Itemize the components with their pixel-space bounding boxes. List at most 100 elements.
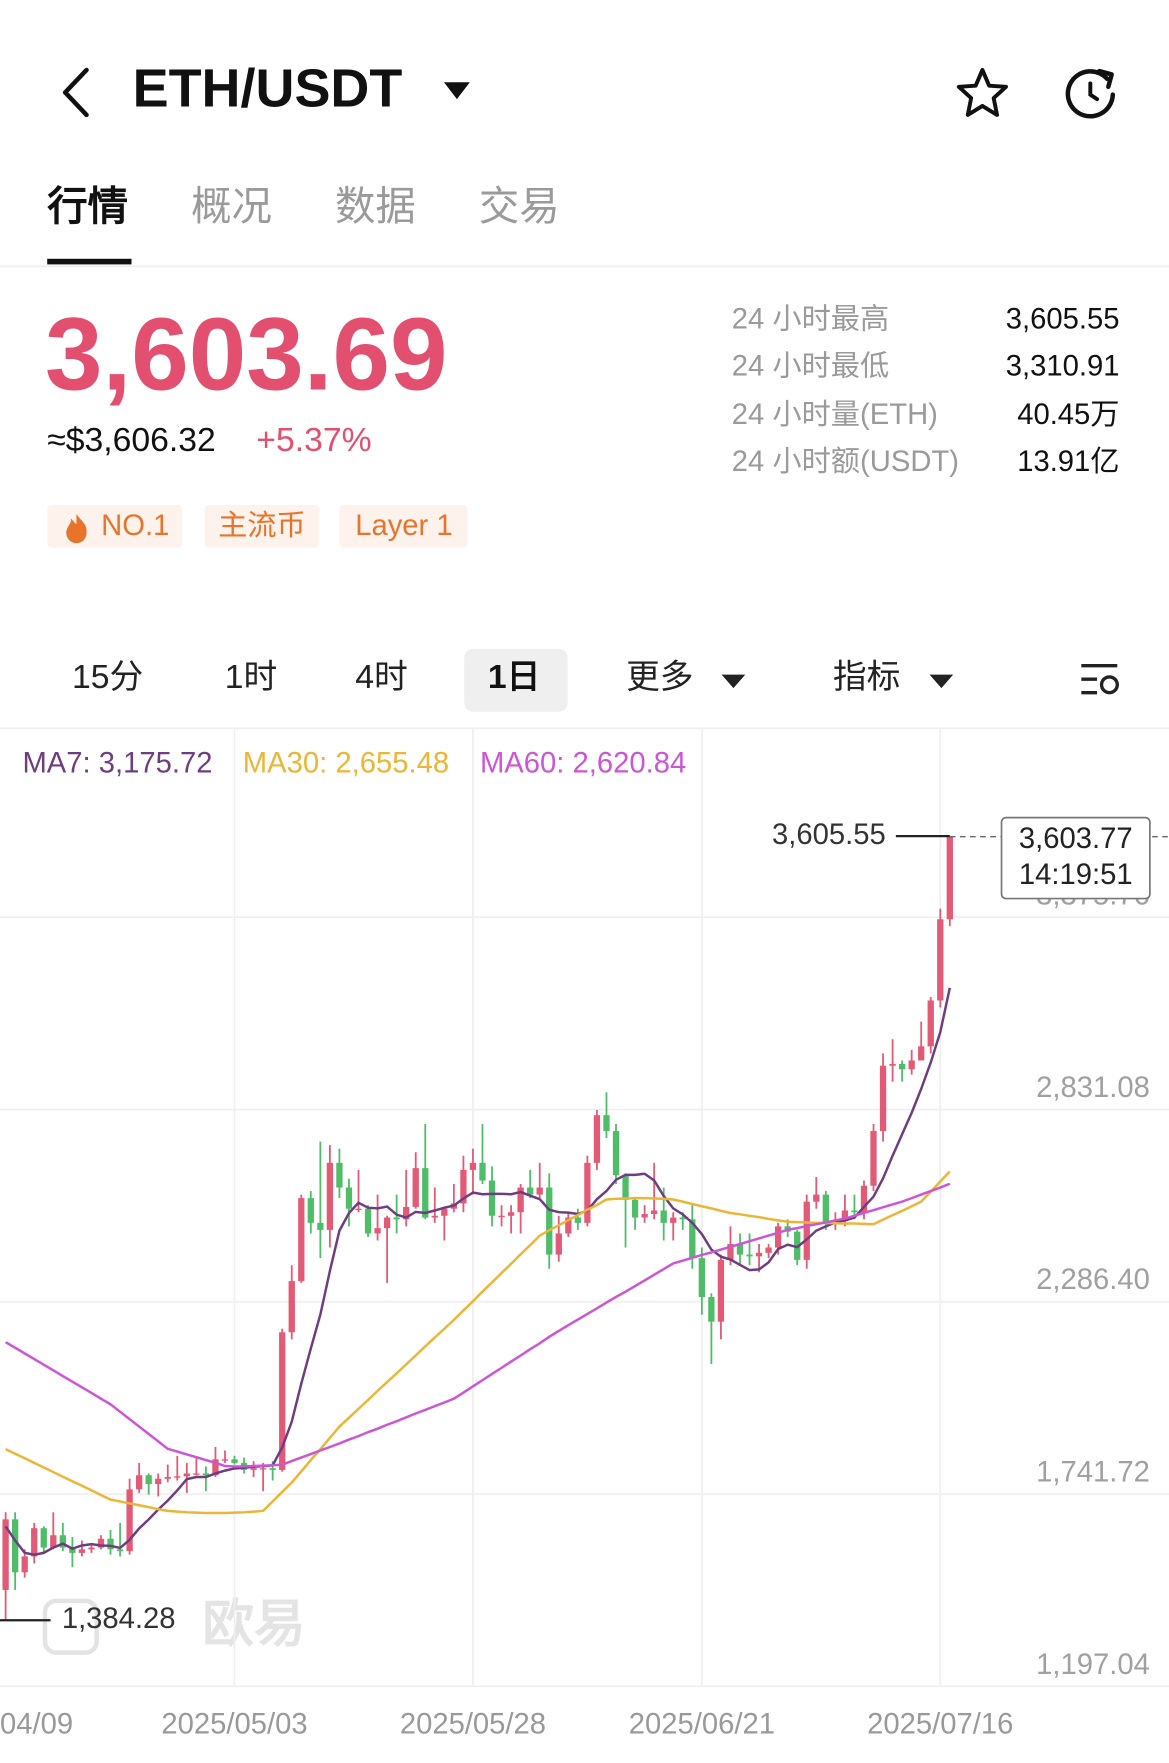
indicator-menu[interactable]: 指标 xyxy=(833,658,900,696)
candle-body xyxy=(250,1468,257,1470)
candle-body xyxy=(21,1556,28,1573)
candle-body xyxy=(59,1535,66,1548)
candle-body xyxy=(488,1180,496,1216)
tag[interactable]: Layer 1 xyxy=(355,510,452,542)
candle-body xyxy=(670,1217,677,1223)
candle-body xyxy=(603,1115,610,1132)
divider xyxy=(0,727,1169,730)
current-price-label: 3,603.77 xyxy=(1019,823,1133,855)
candle-body xyxy=(107,1538,114,1550)
candle-body xyxy=(822,1194,829,1223)
divider xyxy=(0,265,1169,268)
candle-body xyxy=(135,1475,143,1490)
candle-body xyxy=(97,1538,105,1548)
y-tick-label: 1,197.04 xyxy=(1036,1649,1150,1681)
candle-body xyxy=(12,1519,19,1573)
candle-body xyxy=(231,1459,238,1463)
candle-body xyxy=(908,1060,915,1070)
watermark-logo xyxy=(42,1598,99,1655)
candle-body xyxy=(364,1208,372,1234)
interval[interactable]: 1时 xyxy=(225,658,277,696)
candle-body xyxy=(174,1476,181,1478)
ma-line xyxy=(4,1182,951,1468)
candle-body xyxy=(269,1468,276,1470)
chart-settings[interactable] xyxy=(1081,663,1119,695)
refresh-button[interactable] xyxy=(1065,68,1116,119)
candle-body xyxy=(841,1210,849,1222)
candle-body xyxy=(422,1168,429,1218)
candle-body xyxy=(374,1228,381,1234)
candle-body xyxy=(689,1219,696,1259)
candle-body xyxy=(469,1162,477,1170)
y-tick-label: 1,741.72 xyxy=(1036,1457,1150,1489)
candle-body xyxy=(345,1187,353,1209)
candle-body xyxy=(631,1199,639,1218)
candle-body xyxy=(383,1217,391,1229)
back-button[interactable] xyxy=(62,67,89,118)
x-tick-label: 2025/05/28 xyxy=(400,1708,546,1740)
candle-body xyxy=(259,1468,267,1470)
tab[interactable]: 交易 xyxy=(479,183,560,229)
candle-body xyxy=(584,1162,591,1223)
tag[interactable]: 主流币 xyxy=(218,509,306,542)
tab-active[interactable]: 行情 xyxy=(47,183,128,229)
candle-body xyxy=(918,1046,925,1061)
interval-active[interactable]: 1日 xyxy=(488,658,540,696)
legend-entry: MA30: 2,655.48 xyxy=(243,747,449,779)
last-price: 3,603.69 xyxy=(45,296,448,412)
candle-body xyxy=(813,1194,820,1202)
candle-body xyxy=(622,1175,629,1200)
stat-label: 24 小时额(USDT) xyxy=(732,445,959,478)
interval[interactable]: 15分 xyxy=(72,658,143,696)
refresh-arrow xyxy=(1097,68,1114,90)
interval-more[interactable]: 更多 xyxy=(626,658,693,696)
stat-label: 24 小时量(ETH) xyxy=(732,398,938,431)
interval[interactable]: 4时 xyxy=(355,658,407,696)
candle-body xyxy=(403,1206,410,1220)
candle-body xyxy=(183,1473,190,1477)
candle-body xyxy=(870,1131,877,1186)
stat-value: 40.45万 xyxy=(1017,399,1119,431)
candle-body xyxy=(860,1185,868,1213)
candle-body xyxy=(593,1115,601,1163)
candle-body xyxy=(679,1217,686,1220)
stat-value: 3,310.91 xyxy=(1006,351,1120,383)
candle-body xyxy=(889,1063,896,1066)
x-tick-label: 04/09 xyxy=(0,1708,73,1740)
candle-body xyxy=(193,1473,200,1475)
candle-body xyxy=(69,1547,76,1553)
tag[interactable]: NO.1 xyxy=(101,510,169,542)
x-tick-label: 2025/06/21 xyxy=(629,1708,775,1740)
candle-body xyxy=(31,1528,38,1557)
settings-lines xyxy=(1081,663,1118,695)
candle-body xyxy=(765,1247,772,1253)
pair-title[interactable]: ETH/USDT xyxy=(133,59,403,119)
candle-body xyxy=(317,1222,324,1230)
candle-body xyxy=(879,1065,887,1132)
current-price-time: 14:19:51 xyxy=(1019,859,1133,891)
candle-body xyxy=(336,1162,343,1188)
candle-body xyxy=(145,1475,152,1485)
high-marker-label: 3,605.55 xyxy=(772,819,886,851)
tag-bg[interactable] xyxy=(339,504,468,548)
candle-body xyxy=(727,1244,734,1260)
pair-dropdown[interactable] xyxy=(443,82,470,100)
candle-body xyxy=(698,1258,705,1297)
flame-icon xyxy=(66,513,87,544)
candle-body xyxy=(507,1212,515,1216)
tab[interactable]: 数据 xyxy=(335,183,416,229)
candle-body xyxy=(78,1549,86,1553)
candle-body xyxy=(612,1131,620,1176)
tab[interactable]: 概况 xyxy=(191,183,272,229)
candle-body xyxy=(746,1254,753,1257)
candle-body xyxy=(288,1281,295,1333)
favorite-button[interactable] xyxy=(956,67,1008,117)
candle-body xyxy=(708,1296,715,1322)
tag-bg[interactable] xyxy=(204,504,320,548)
candle-body xyxy=(898,1063,906,1070)
ma-line xyxy=(5,1170,951,1515)
candle-body xyxy=(536,1187,543,1195)
price-change: +5.37% xyxy=(256,421,371,459)
